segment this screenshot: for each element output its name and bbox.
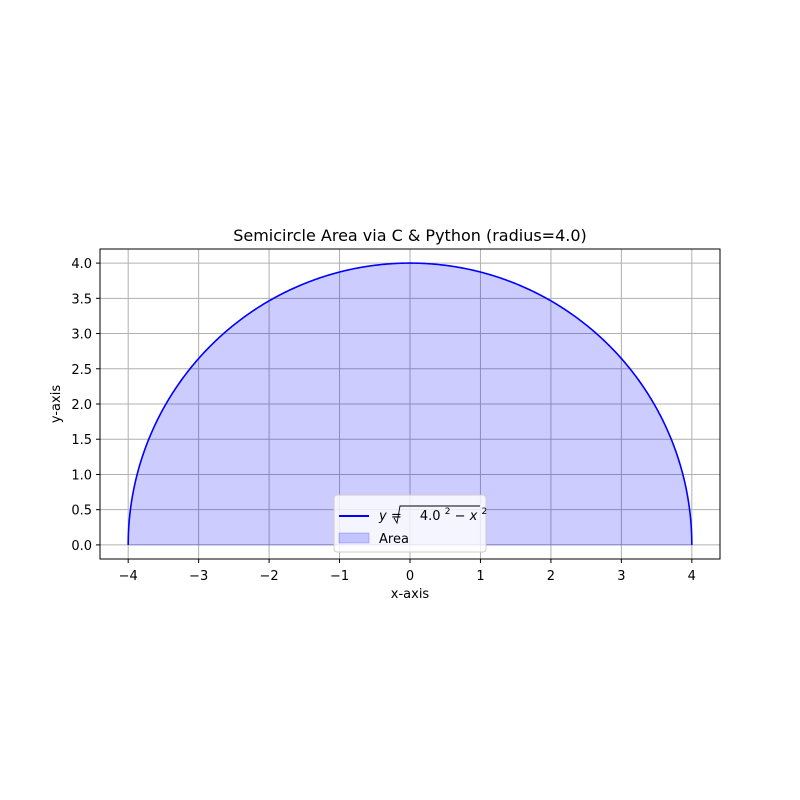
legend-curve-minus: − (455, 509, 470, 524)
legend-curve-exp1: 2 (445, 507, 451, 517)
x-axis-label: x-axis (391, 587, 430, 602)
y-tick-label: 3.0 (71, 328, 92, 343)
legend-curve-var: x (469, 509, 478, 524)
legend-curve-prefix: y = (378, 509, 406, 524)
legend-entry-area: Area (379, 532, 409, 547)
y-tick-label: 4.0 (71, 257, 92, 272)
sqrt-sign (393, 505, 480, 525)
y-tick-label: 2.0 (71, 398, 92, 413)
y-tick-label: 0.0 (71, 539, 92, 554)
x-tick-label: 3 (617, 569, 625, 584)
y-axis-label: y-axis (49, 385, 64, 423)
legend-box (333, 494, 487, 553)
x-tick-label: −1 (330, 569, 349, 584)
x-tick-label: 1 (476, 569, 484, 584)
legend-curve-radicand: 4.0 (420, 509, 441, 524)
legend-curve-exp2: 2 (481, 507, 487, 517)
legend: y = 4.0 2 − x 2 Area (333, 494, 487, 553)
x-tick-label: −4 (119, 569, 138, 584)
x-tick-label: 4 (688, 569, 696, 584)
x-tick-label: 2 (547, 569, 555, 584)
legend-area-swatch (338, 532, 370, 544)
y-tick-label: 0.5 (71, 504, 92, 519)
x-tick-label: −3 (189, 569, 208, 584)
y-tick-label: 2.5 (71, 363, 92, 378)
y-axis-ticks: 0.0 0.5 1.0 1.5 2.0 2.5 3.0 3.5 4.0 (71, 257, 100, 554)
x-tick-label: −2 (260, 569, 279, 584)
y-tick-label: 3.5 (71, 292, 92, 307)
x-tick-label: 0 (406, 569, 414, 584)
y-tick-label: 1.5 (71, 433, 92, 448)
chart-title: Semicircle Area via C & Python (radius=4… (233, 226, 587, 245)
x-axis-ticks: −4 −3 −2 −1 0 1 2 3 4 (119, 559, 696, 584)
y-tick-label: 1.0 (71, 468, 92, 483)
series-line (127, 262, 693, 545)
